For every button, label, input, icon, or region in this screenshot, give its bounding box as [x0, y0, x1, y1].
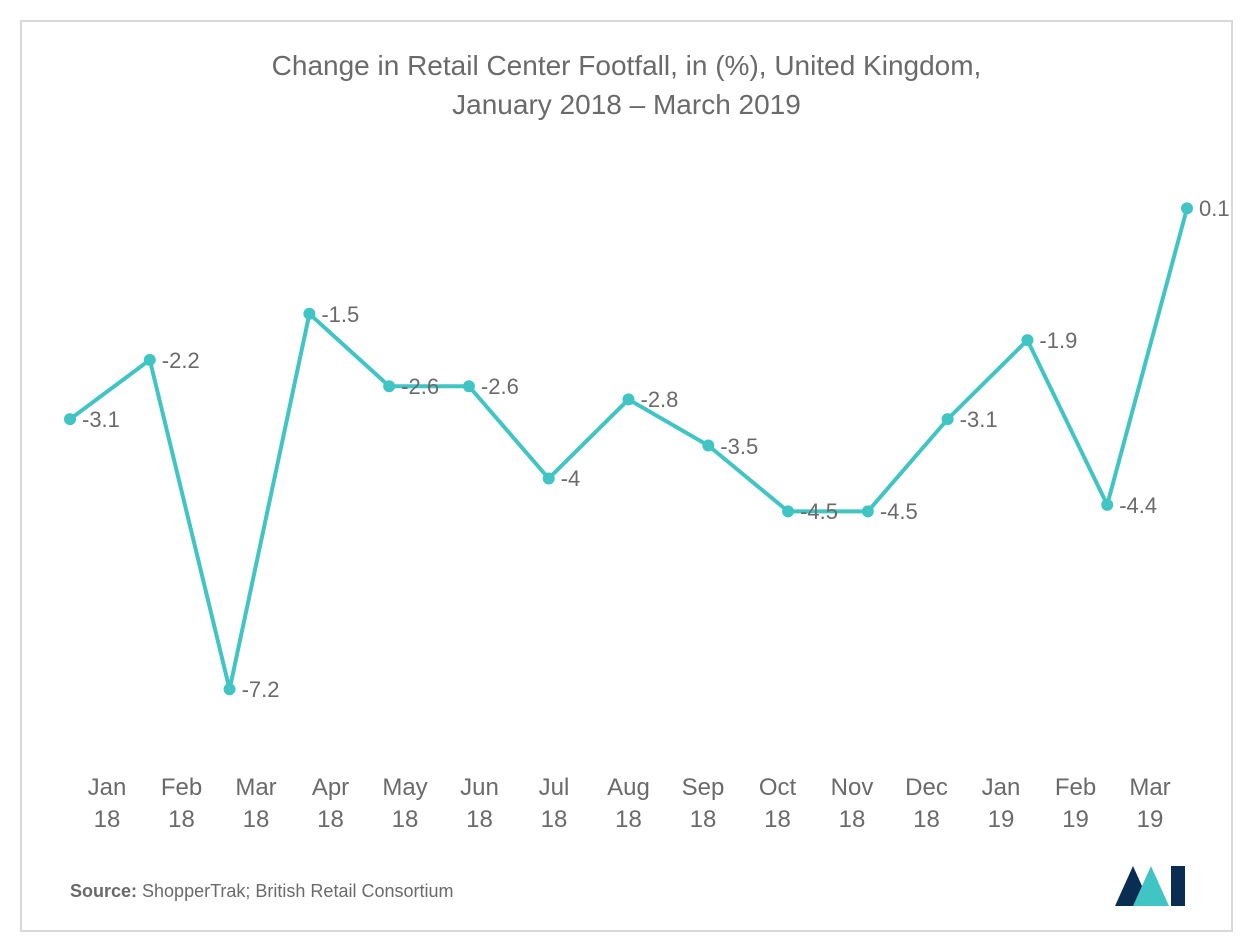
data-marker: [1021, 334, 1033, 346]
x-axis-label: Jun18: [443, 772, 517, 837]
x-axis-label: Mar19: [1113, 772, 1187, 837]
data-marker: [543, 472, 555, 484]
data-value-label: -7.2: [242, 677, 280, 703]
x-axis-label: Feb18: [145, 772, 219, 837]
source-citation: Source: ShopperTrak; British Retail Cons…: [70, 881, 453, 902]
data-line: [70, 208, 1187, 689]
x-axis-labels: Jan18Feb18Mar18Apr18May18Jun18Jul18Aug18…: [70, 772, 1187, 837]
data-value-label: -4.4: [1119, 493, 1157, 519]
chart-title: Change in Retail Center Footfall, in (%)…: [22, 22, 1231, 124]
data-marker: [303, 308, 315, 320]
x-axis-label: Jul18: [517, 772, 591, 837]
data-marker: [144, 354, 156, 366]
data-value-label: -4.5: [880, 499, 918, 525]
x-axis-label: Mar18: [219, 772, 293, 837]
x-axis-label: May18: [368, 772, 442, 837]
source-text: ShopperTrak; British Retail Consortium: [137, 881, 453, 901]
data-marker: [1101, 499, 1113, 511]
data-marker: [463, 380, 475, 392]
data-value-label: 0.1: [1199, 196, 1230, 222]
data-value-label: -2.6: [401, 374, 439, 400]
data-value-label: -1.5: [321, 302, 359, 328]
data-marker: [383, 380, 395, 392]
x-axis-label: Oct18: [741, 772, 815, 837]
logo-icon: [1115, 866, 1187, 906]
data-markers: [64, 202, 1193, 695]
data-value-label: -3.1: [960, 407, 998, 433]
x-axis-label: Jan18: [70, 772, 144, 837]
title-line-2: January 2018 – March 2019: [452, 89, 801, 120]
data-marker: [623, 393, 635, 405]
x-axis-label: Apr18: [294, 772, 368, 837]
data-value-label: -1.9: [1039, 328, 1077, 354]
data-marker: [1181, 202, 1193, 214]
data-value-label: -4: [561, 466, 581, 492]
x-axis-label: Jan19: [964, 772, 1038, 837]
data-marker: [64, 413, 76, 425]
x-axis-label: Dec18: [890, 772, 964, 837]
x-axis-label: Feb19: [1039, 772, 1113, 837]
data-marker: [862, 505, 874, 517]
data-value-label: -2.2: [162, 348, 200, 374]
plot-area: -3.1 -2.2 -7.2 -1.5 -2.6 -2.6 -4 -2.8 -3.5 -4.5 -4…: [70, 182, 1187, 742]
data-marker: [224, 683, 236, 695]
x-axis-label: Nov18: [815, 772, 889, 837]
title-line-1: Change in Retail Center Footfall, in (%)…: [272, 50, 982, 81]
data-value-label: -2.6: [481, 374, 519, 400]
source-prefix: Source:: [70, 881, 137, 901]
line-chart-svg: [70, 182, 1187, 742]
x-axis-label: Sep18: [666, 772, 740, 837]
data-value-label: -3.5: [720, 434, 758, 460]
x-axis-label: Aug18: [592, 772, 666, 837]
data-marker: [942, 413, 954, 425]
brand-logo: [1115, 866, 1187, 906]
data-value-label: -4.5: [800, 499, 838, 525]
chart-card: Change in Retail Center Footfall, in (%)…: [20, 20, 1233, 932]
data-marker: [782, 505, 794, 517]
data-value-label: -2.8: [641, 387, 679, 413]
data-marker: [702, 440, 714, 452]
data-value-label: -3.1: [82, 407, 120, 433]
